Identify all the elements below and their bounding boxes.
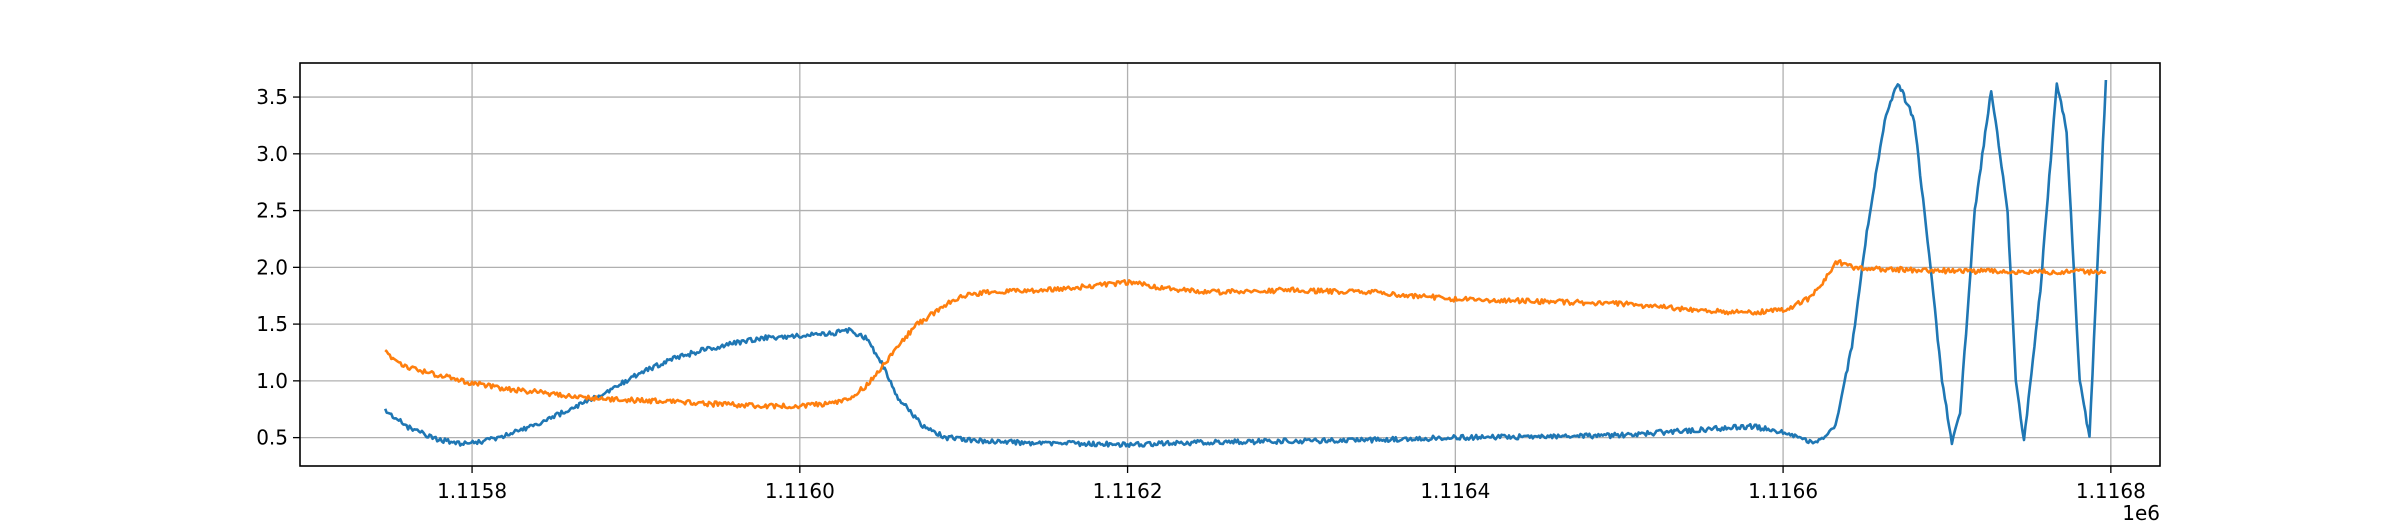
- y-tick-label: 1.0: [256, 369, 288, 393]
- y-tick-label: 3.0: [256, 142, 288, 166]
- series-line-2: [384, 259, 2107, 410]
- grid: [300, 63, 2160, 466]
- x-tick-label: 1.1168: [2076, 479, 2146, 503]
- x-tick-label: 1.1166: [1748, 479, 1818, 503]
- y-tick-label: 3.5: [256, 85, 288, 109]
- series-line-1: [383, 79, 2108, 448]
- y-tick-label: 2.0: [256, 255, 288, 279]
- x-offset-label: 1e6: [2122, 501, 2160, 525]
- x-axis: 1.1158 1.1160 1.1162 1.1164 1.1166 1.1168: [437, 466, 2146, 503]
- x-tick-label: 1.1158: [437, 479, 507, 503]
- y-axis: 0.5 1.0 1.5 2.0 2.5 3.0 3.5: [256, 85, 300, 450]
- y-tick-label: 0.5: [256, 426, 288, 450]
- x-tick-label: 1.1162: [1093, 479, 1163, 503]
- plot-frame: [299, 62, 2161, 467]
- series-group: [383, 79, 2108, 448]
- y-tick-label: 2.5: [256, 199, 288, 223]
- x-tick-label: 1.1160: [765, 479, 835, 503]
- y-tick-label: 1.5: [256, 312, 288, 336]
- x-tick-label: 1.1164: [1420, 479, 1490, 503]
